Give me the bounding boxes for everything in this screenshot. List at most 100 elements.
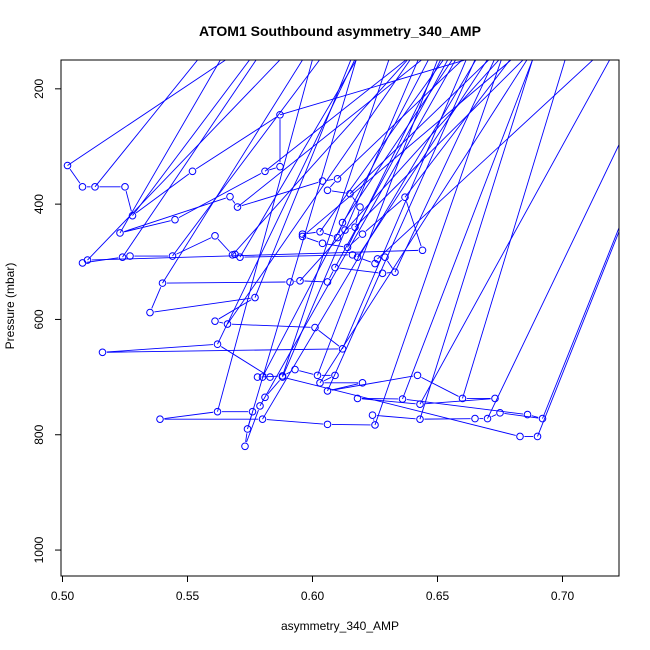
series-line-segment <box>387 260 393 269</box>
series-line-segment <box>331 190 346 194</box>
series-line-segment <box>218 299 252 320</box>
series-line-segment <box>487 143 619 419</box>
series-line-segment <box>323 376 332 382</box>
series-line-segment <box>119 60 221 234</box>
y-axis: 200 400 600 800 1000 <box>32 78 62 563</box>
data-point <box>346 189 354 198</box>
data-point <box>523 410 532 419</box>
x-axis-label: asymmetry_340_AMP <box>281 619 399 633</box>
data-point <box>266 373 274 381</box>
data-point <box>233 203 242 211</box>
x-tick-label: 0.65 <box>426 589 450 603</box>
plot-points <box>63 110 547 451</box>
series-line-segment <box>246 409 259 443</box>
data-point <box>253 373 262 381</box>
series-line-segment <box>217 60 356 345</box>
data-point <box>378 269 387 278</box>
series-line-segment <box>304 280 324 283</box>
series-line-segment <box>124 197 226 233</box>
data-point <box>316 379 324 387</box>
data-point <box>248 407 257 416</box>
series-line-segment <box>404 60 511 198</box>
data-point <box>78 183 87 191</box>
series-line-segment <box>361 258 372 263</box>
series-line-segment <box>542 226 619 419</box>
data-point <box>368 411 377 419</box>
series-line-segment <box>504 412 539 419</box>
data-point <box>318 239 327 248</box>
data-point <box>311 323 319 332</box>
series-line-segment <box>491 414 497 418</box>
series-line-segment <box>106 348 339 353</box>
series-line-segment <box>269 167 276 171</box>
data-point <box>533 432 542 441</box>
series-line-segment <box>195 116 277 170</box>
series-line-segment <box>306 231 316 234</box>
series-line-segment <box>326 243 344 248</box>
series-line-segment <box>132 60 251 216</box>
series-line-segment <box>227 60 411 325</box>
series-line-segment <box>262 60 429 378</box>
series-line-segment <box>302 60 512 237</box>
series-line-segment <box>239 60 357 258</box>
data-point <box>121 183 129 191</box>
plot-lines <box>67 60 619 443</box>
data-point <box>276 110 284 119</box>
data-point <box>291 365 299 374</box>
data-point <box>398 395 407 403</box>
series-line-segment <box>254 60 352 298</box>
data-point <box>91 183 99 191</box>
data-point <box>313 371 322 380</box>
data-point <box>338 218 347 227</box>
series-line-segment <box>342 60 453 223</box>
data-point <box>168 252 177 260</box>
data-point <box>341 226 349 234</box>
data-point <box>223 320 232 328</box>
data-point <box>331 371 339 380</box>
data-point <box>258 415 267 423</box>
data-point <box>371 421 379 429</box>
series-line-segment <box>106 344 214 353</box>
data-point <box>496 409 504 417</box>
series-line-segment <box>324 232 334 237</box>
series-line-segment <box>331 383 359 391</box>
data-point <box>318 177 327 185</box>
series-line-segment <box>217 238 230 252</box>
y-tick-label: 400 <box>32 194 46 214</box>
series-line-segment <box>267 380 280 395</box>
series-line-segment <box>329 271 334 279</box>
data-point <box>261 393 269 402</box>
x-axis: 0.50 0.55 0.60 0.65 0.70 <box>51 575 575 603</box>
series-line-segment <box>154 297 251 313</box>
data-point <box>358 230 367 238</box>
data-point <box>243 425 252 433</box>
series-line-segment <box>241 181 319 207</box>
series-line-segment <box>537 230 619 437</box>
data-point <box>356 203 364 211</box>
series-line-segment <box>326 178 334 181</box>
data-point <box>213 340 222 349</box>
data-point <box>416 400 424 408</box>
data-point <box>418 246 427 255</box>
series-line-segment <box>261 375 279 378</box>
series-line-segment <box>282 60 390 377</box>
data-point <box>213 407 222 416</box>
data-point <box>373 255 382 263</box>
series-line-segment <box>124 220 171 233</box>
series-line-segment <box>330 181 335 188</box>
data-point <box>331 263 339 272</box>
y-tick-label: 1000 <box>32 536 46 563</box>
data-point <box>371 259 379 268</box>
series-line-segment <box>357 60 488 258</box>
data-point <box>258 373 267 381</box>
series-line-segment <box>164 411 214 420</box>
data-point <box>171 215 179 224</box>
series-line-segment <box>178 172 262 219</box>
series-line-segment <box>419 60 533 420</box>
series-line-segment <box>286 377 516 436</box>
y-tick-label: 600 <box>32 309 46 329</box>
data-point <box>381 253 389 261</box>
data-point <box>333 174 342 183</box>
data-point <box>351 223 359 231</box>
series-line-segment <box>299 60 500 282</box>
